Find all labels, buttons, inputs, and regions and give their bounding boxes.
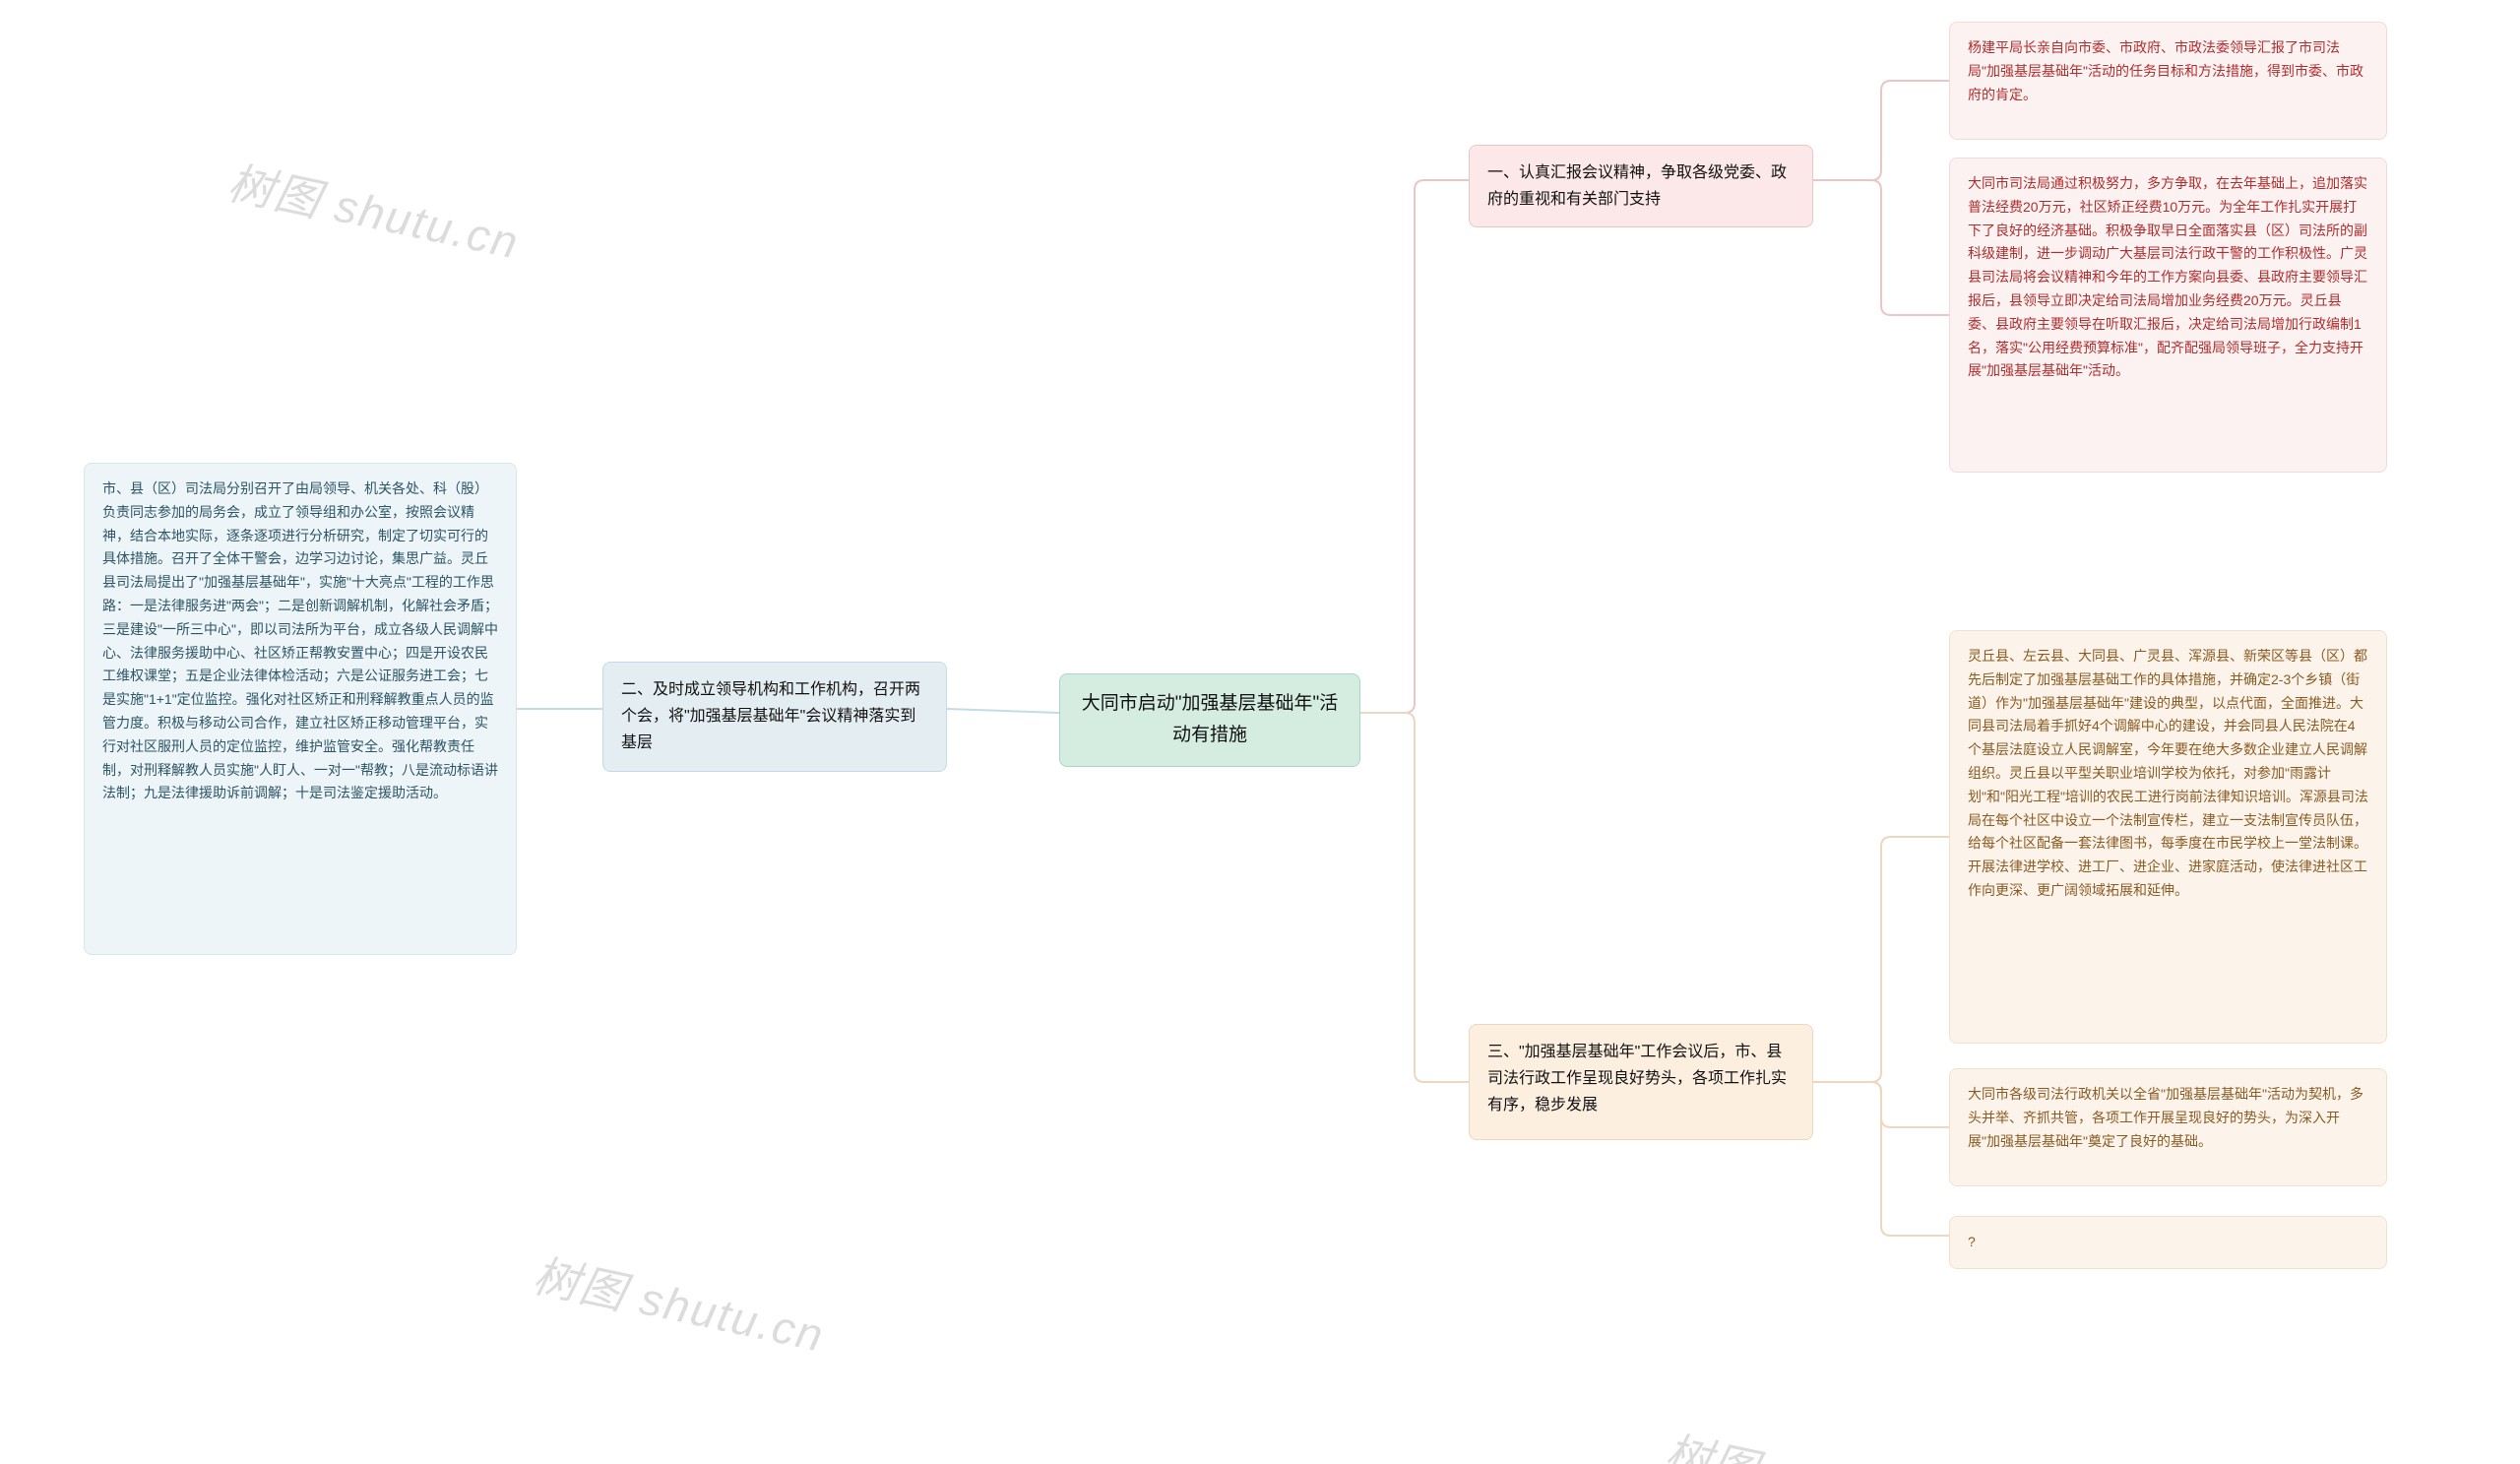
watermark: 树图 shutu.cn: [222, 147, 526, 272]
watermark: 树图 shutu.cn: [1660, 1417, 1963, 1464]
mindmap-canvas: 树图 shutu.cn树图 shutu.cn树图 shutu.cn树图 shut…: [0, 0, 2520, 1464]
branch-node-b2[interactable]: 二、及时成立领导机构和工作机构，召开两个会，将"加强基层基础年"会议精神落实到基…: [602, 662, 947, 772]
leaf-node-b3-0[interactable]: 灵丘县、左云县、大同县、广灵县、浑源县、新荣区等县（区）都先后制定了加强基层基础…: [1949, 630, 2387, 1044]
leaf-node-b2-0[interactable]: 市、县（区）司法局分别召开了由局领导、机关各处、科（股）负责同志参加的局务会，成…: [84, 463, 517, 955]
branch-node-b1[interactable]: 一、认真汇报会议精神，争取各级党委、政府的重视和有关部门支持: [1469, 145, 1813, 227]
leaf-node-b1-0[interactable]: 杨建平局长亲自向市委、市政府、市政法委领导汇报了市司法局"加强基层基础年"活动的…: [1949, 22, 2387, 140]
root-node[interactable]: 大同市启动"加强基层基础年"活动有措施: [1059, 673, 1360, 767]
watermark: 树图 shutu.cn: [528, 1240, 831, 1365]
leaf-node-b3-1[interactable]: 大同市各级司法行政机关以全省"加强基层基础年"活动为契机，多头并举、齐抓共管，各…: [1949, 1068, 2387, 1186]
leaf-node-b3-2[interactable]: ?: [1949, 1216, 2387, 1269]
branch-node-b3[interactable]: 三、"加强基层基础年"工作会议后，市、县司法行政工作呈现良好势头，各项工作扎实有…: [1469, 1024, 1813, 1140]
leaf-node-b1-1[interactable]: 大同市司法局通过积极努力，多方争取，在去年基础上，追加落实普法经费20万元，社区…: [1949, 158, 2387, 473]
